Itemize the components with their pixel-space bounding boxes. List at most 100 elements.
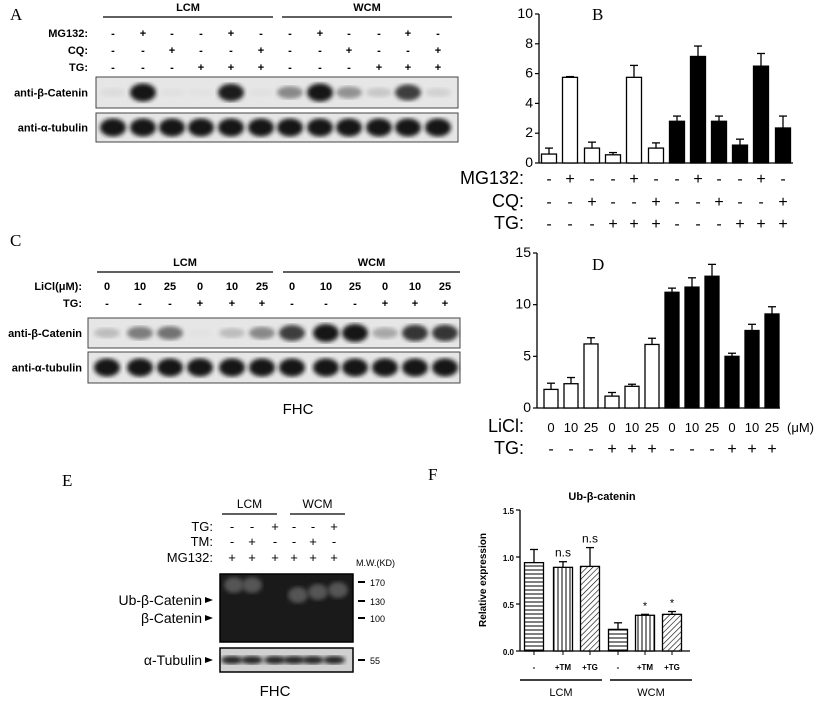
condition-value: - [347,28,351,40]
condition-value: - [709,441,714,458]
condition-value: - [170,62,174,74]
protein-band [279,325,305,341]
condition-value: - [250,519,254,534]
condition-row-label: CQ: [68,45,88,57]
condition-value: 10 [625,420,639,435]
condition-value: - [168,298,172,310]
group-label: LCM [173,257,197,269]
blot-caption: FHC [260,683,291,700]
condition-value: - [716,216,721,233]
y-tick-label: 0 [523,399,531,415]
condition-value: 25 [765,420,779,435]
condition-value: 25 [349,281,361,293]
band-label: β-Catenin [141,610,202,626]
panel-label: C [10,231,21,250]
condition-value: 25 [645,420,659,435]
group-label: WCM [358,257,386,269]
condition-value: + [309,534,317,549]
y-tick-label: 4 [525,94,533,110]
protein-band [425,118,451,137]
protein-band [249,358,275,377]
condition-value: - [290,298,294,310]
condition-value: + [778,216,787,233]
protein-band [307,118,333,137]
protein-band [218,118,244,137]
condition-value: 10 [745,420,759,435]
protein-band [94,358,120,377]
y-tick-label: 1.0 [503,554,515,563]
condition-value: 25 [164,281,176,293]
condition-value: + [587,194,596,211]
condition-value: + [169,45,175,57]
protein-band [219,358,245,377]
condition-value: 10 [409,281,421,293]
protein-band [127,358,153,377]
condition-value: 25 [256,281,268,293]
protein-band [372,327,398,339]
protein-band [130,118,156,137]
condition-value: - [353,298,357,310]
bar [523,561,545,652]
protein-band [366,118,392,137]
blot-caption: FHC [283,401,314,418]
protein-band [277,86,303,99]
condition-value: + [258,62,264,74]
y-tick-label: 0.0 [503,648,515,657]
condition-value: 0 [608,420,615,435]
condition-value: + [376,62,382,74]
bar [752,65,770,164]
condition-value: + [271,519,279,534]
smear-band [328,582,348,598]
mw-marker: 170 [370,578,385,588]
condition-value: 0 [197,281,203,293]
condition-value: + [651,216,660,233]
condition-value: + [412,298,418,310]
condition-row-label: CQ: [492,191,524,211]
panel-label: F [428,465,437,484]
smear-band [224,577,244,593]
condition-value: - [737,171,742,188]
condition-value: 10 [134,281,146,293]
bar [731,144,749,164]
condition-value: + [435,62,441,74]
protein-band [130,83,156,102]
condition-value: + [756,216,765,233]
condition-value: - [324,298,328,310]
condition-value: - [689,441,694,458]
arrowhead-icon [205,615,213,621]
protein-band [248,88,274,97]
protein-band [336,86,362,99]
condition-value: - [292,519,296,534]
condition-value: + [629,171,638,188]
condition-value: + [627,441,636,458]
bar [583,147,601,164]
protein-band [432,358,458,377]
condition-value: + [405,62,411,74]
condition-value: - [292,534,296,549]
condition-row-label: TM: [191,534,213,549]
condition-value: + [258,45,264,57]
significance-label: n.s [555,546,571,560]
condition-value: - [111,28,115,40]
condition-row-label: MG132: [167,550,213,565]
y-tick-label: 6 [525,65,533,81]
y-tick-label: 1.5 [503,507,515,516]
condition-value: - [311,519,315,534]
condition-value: - [567,194,572,211]
condition-value: - [199,45,203,57]
bar [607,628,629,652]
protein-band [187,328,213,338]
chart-title: Ub-β-catenin [568,491,635,503]
band-label: α-Tubulin [144,652,202,668]
tubulin-band [283,656,305,664]
condition-value: + [629,216,638,233]
condition-value: - [780,171,785,188]
condition-value: - [347,62,351,74]
condition-row-label: TG: [494,438,524,458]
condition-value: + [317,28,323,40]
condition-value: + [435,45,441,57]
tubulin-band [323,656,345,664]
condition-value: - [589,216,594,233]
condition-value: + [714,194,723,211]
